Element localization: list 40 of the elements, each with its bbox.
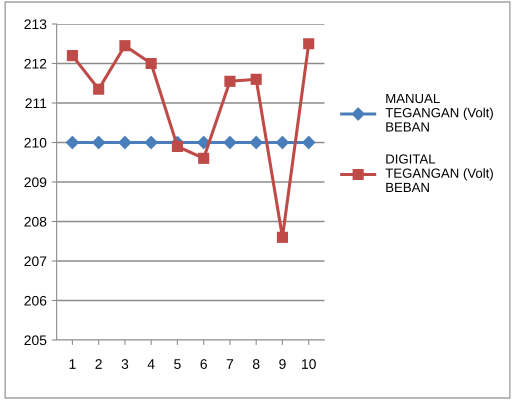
point <box>146 58 157 70</box>
y-tick-label: 211 <box>25 98 46 108</box>
point <box>172 140 183 152</box>
point <box>66 50 78 62</box>
point <box>92 136 106 150</box>
point <box>223 136 237 150</box>
point <box>303 38 314 50</box>
y-tick-label: 209 <box>24 177 46 188</box>
point <box>224 76 236 87</box>
x-tick-label: 10 <box>302 359 316 369</box>
point <box>93 84 104 95</box>
x-tick-label: 4 <box>148 359 155 369</box>
y-tick-label: 205 <box>24 335 46 346</box>
point <box>198 152 210 164</box>
point <box>66 136 79 150</box>
x-tick-label: 3 <box>122 359 128 369</box>
x-tick-label: 6 <box>200 359 207 369</box>
x-tick-label: 2 <box>95 359 102 369</box>
y-tick-label: 206 <box>24 296 46 306</box>
point <box>144 136 158 150</box>
point <box>276 232 288 243</box>
x-tick-label: 1 <box>70 359 76 369</box>
y-tick-label: 207 <box>24 256 46 266</box>
y-tick-label: 210 <box>24 138 46 148</box>
legend-label: MANUAL TEGANGAN (Volt) BEBAN <box>386 94 493 132</box>
y-tick-label: 212 <box>24 58 46 69</box>
x-tick-label: 8 <box>252 359 260 369</box>
point <box>119 40 130 52</box>
x-tick-label: 5 <box>174 359 181 369</box>
point <box>302 136 316 150</box>
x-tick-label: 7 <box>226 359 234 369</box>
point <box>118 136 132 150</box>
point <box>250 136 263 150</box>
y-tick-label: 208 <box>24 216 46 227</box>
point <box>197 136 210 150</box>
legend-label: DIGITAL TEGANGAN (Volt) BEBAN <box>386 154 493 192</box>
point <box>276 136 290 150</box>
y-tick-label: 213 <box>24 19 46 30</box>
x-tick-label: 9 <box>279 359 286 369</box>
point <box>250 74 262 85</box>
